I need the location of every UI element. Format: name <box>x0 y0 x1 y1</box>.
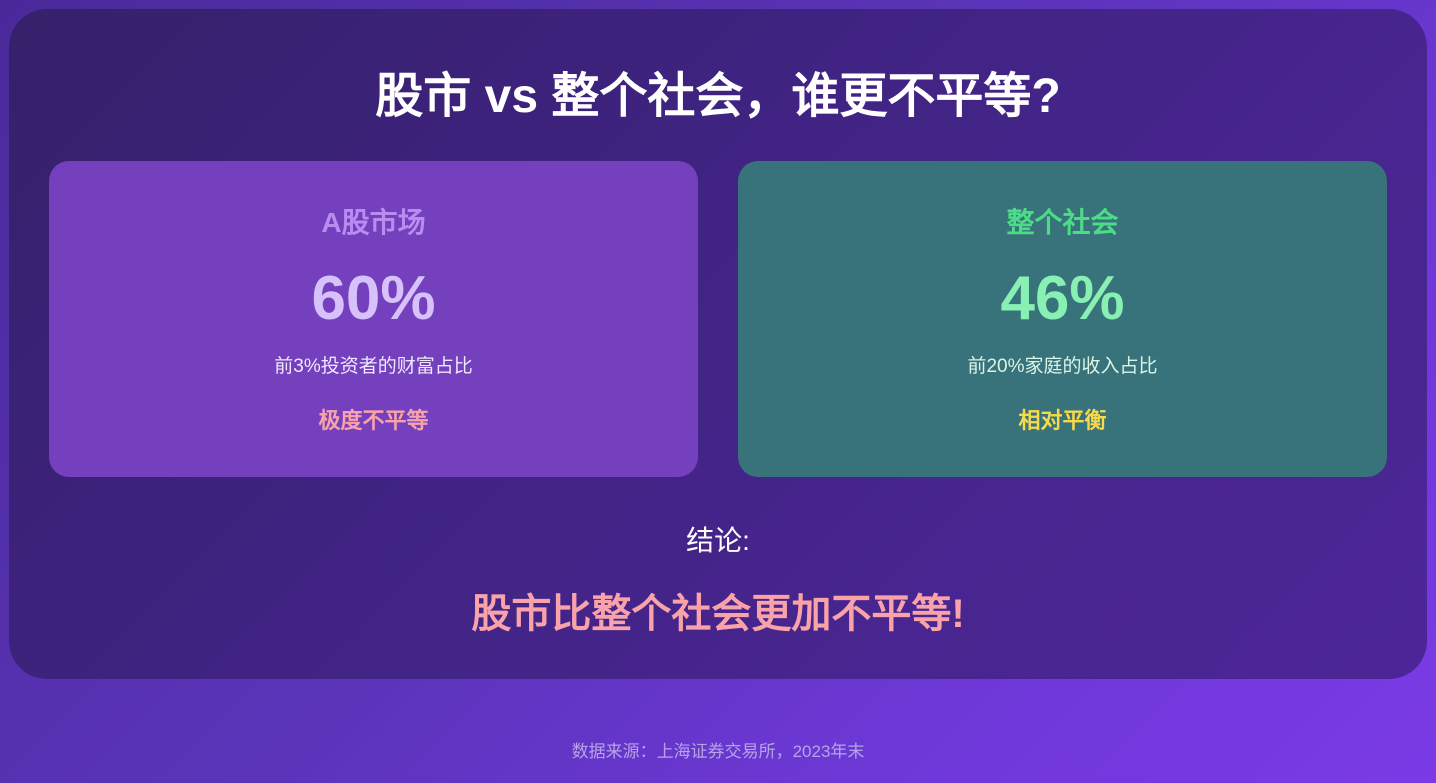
conclusion-label: 结论: <box>686 525 750 556</box>
society-verdict: 相对平衡 <box>1018 408 1107 433</box>
society-description: 前20%家庭的收入占比 <box>967 356 1158 377</box>
main-panel: 股市 vs 整个社会，谁更不平等? A股市场 60% 前3%投资者的财富占比 极… <box>9 9 1427 679</box>
stock-market-card: A股市场 60% 前3%投资者的财富占比 极度不平等 <box>49 161 698 477</box>
page-title: 股市 vs 整个社会，谁更不平等? <box>375 70 1061 123</box>
society-card: 整个社会 46% 前20%家庭的收入占比 相对平衡 <box>738 161 1387 477</box>
conclusion-text: 股市比整个社会更加不平等! <box>471 592 965 636</box>
stock-market-card-title: A股市场 <box>321 207 426 238</box>
society-percentage: 46% <box>1000 264 1125 333</box>
stock-market-percentage: 60% <box>311 264 436 333</box>
society-card-title: 整个社会 <box>1006 207 1119 238</box>
stock-market-verdict: 极度不平等 <box>318 408 429 433</box>
stock-market-description: 前3%投资者的财富占比 <box>274 356 473 377</box>
data-source-footer: 数据来源：上海证券交易所，2023年末 <box>571 742 865 761</box>
